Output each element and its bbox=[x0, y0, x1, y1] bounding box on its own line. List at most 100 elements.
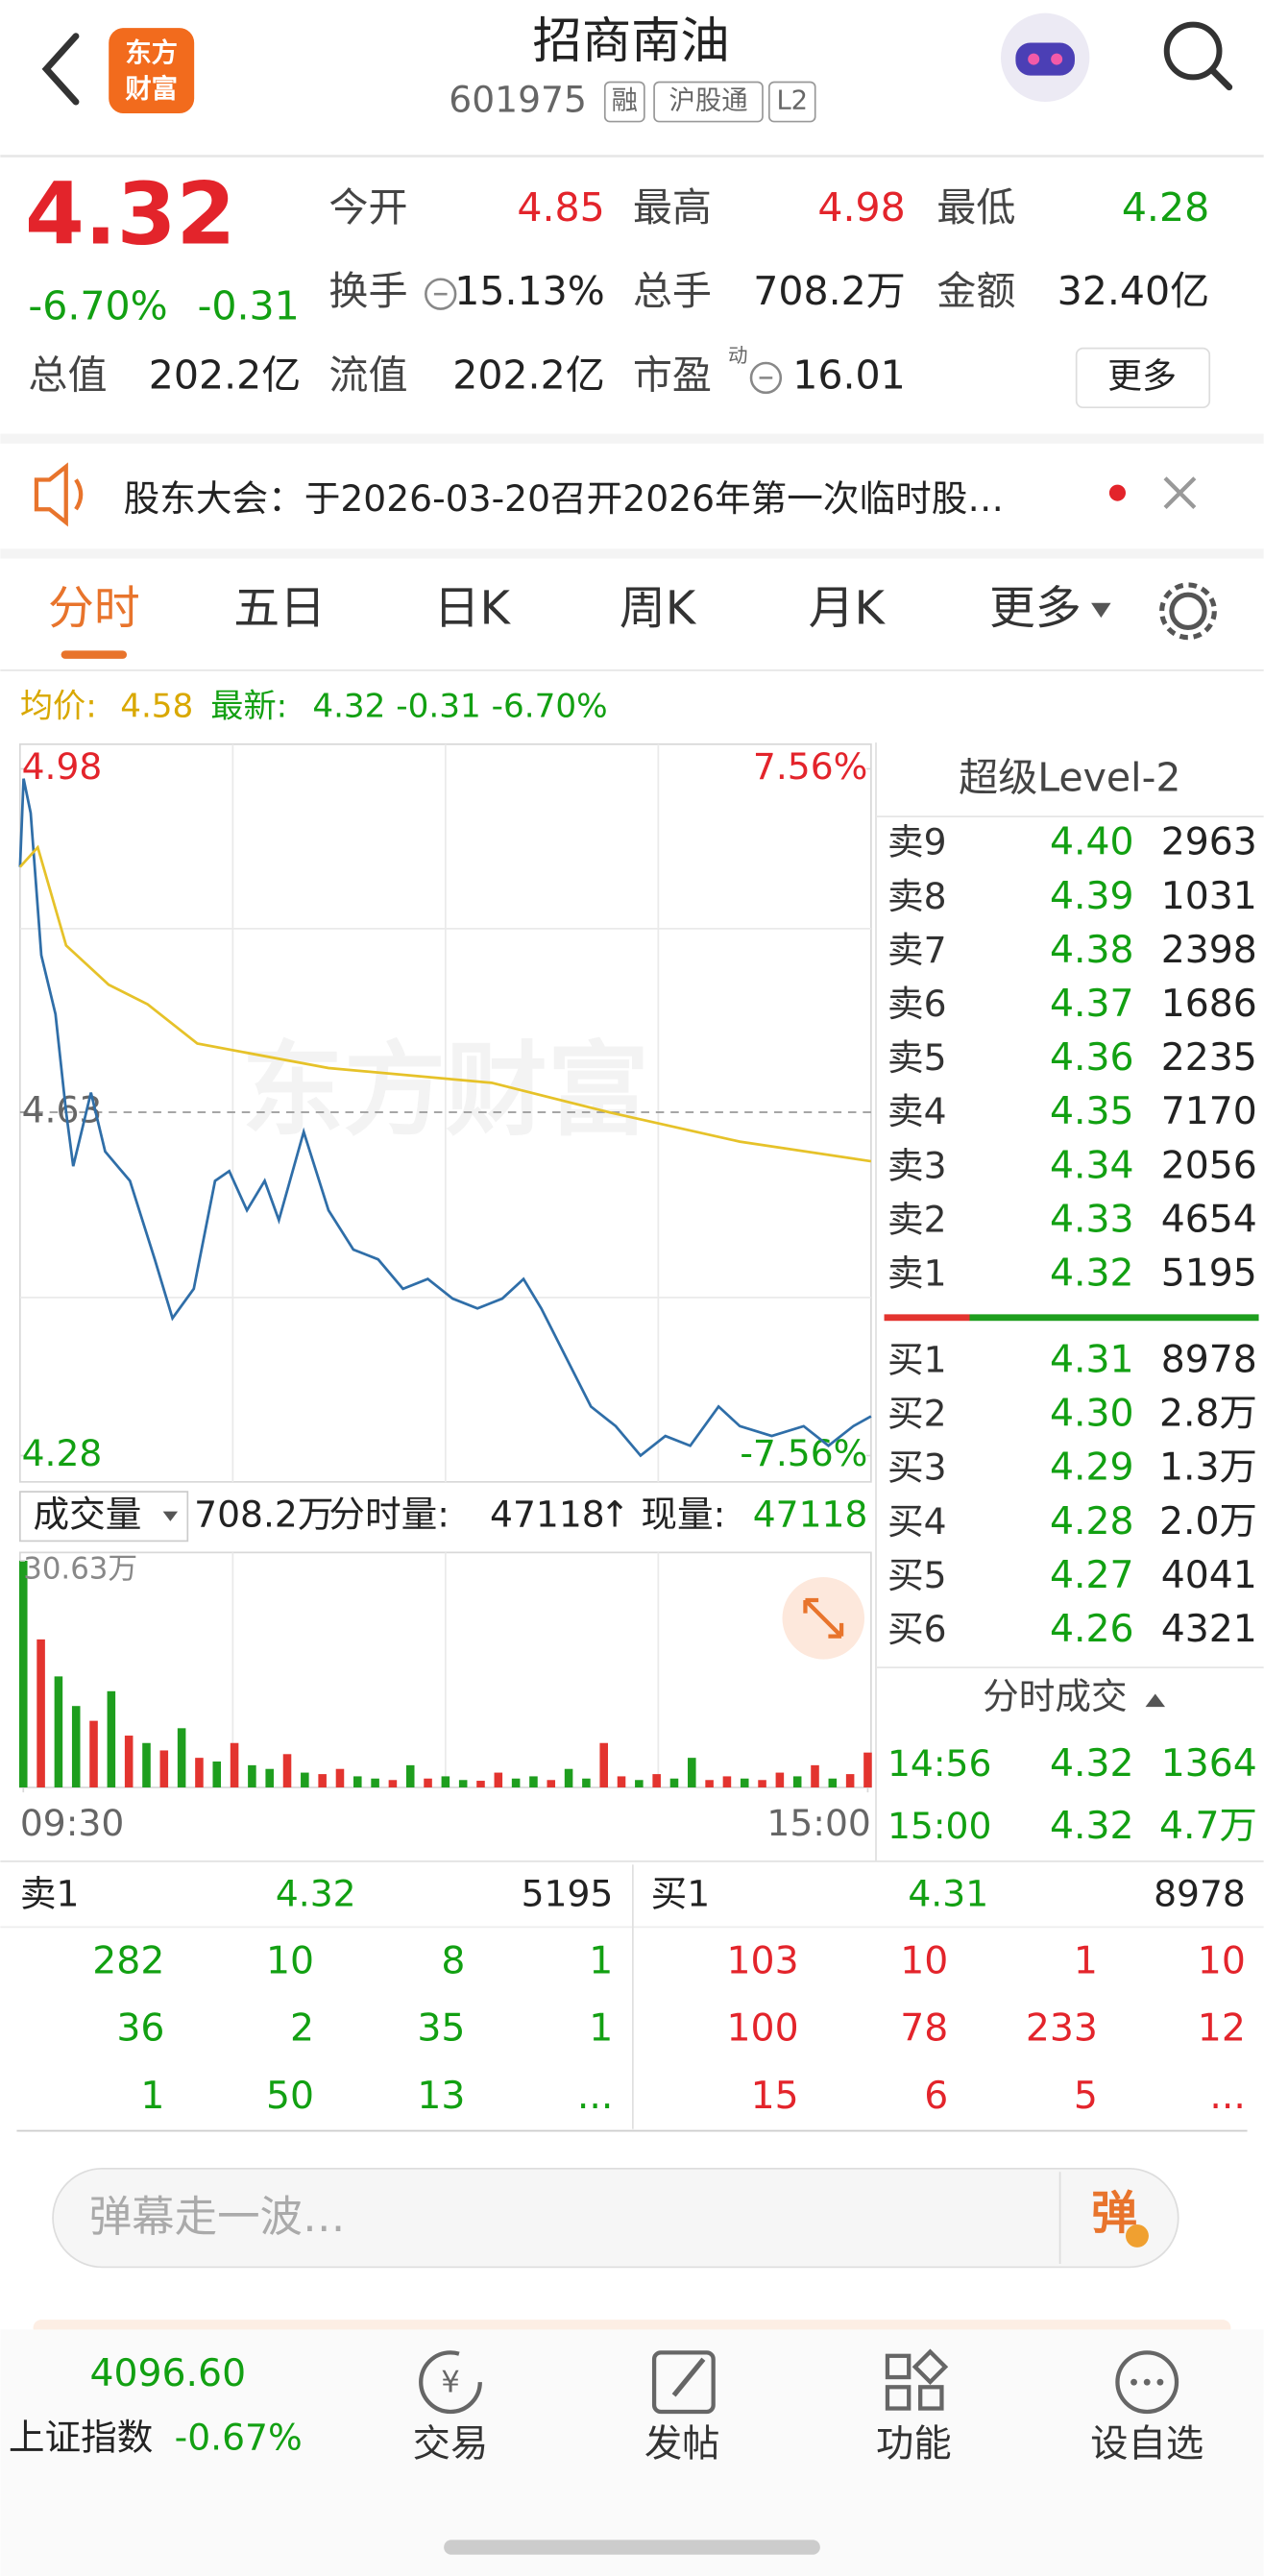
book-label: 卖2 bbox=[887, 1198, 947, 1240]
period-tab[interactable]: 月K bbox=[809, 582, 887, 635]
robot-visor bbox=[1015, 42, 1075, 76]
bottom-bar bbox=[0, 2329, 1264, 2576]
nav-item[interactable]: 发帖 bbox=[644, 2421, 720, 2466]
ask-queue-order: 2 bbox=[290, 2006, 314, 2051]
now-volume: 47118 bbox=[753, 1493, 868, 1535]
book-volume: 1031 bbox=[1161, 874, 1257, 918]
x-tick-label: 15:00 bbox=[766, 1802, 870, 1844]
x-tick-label: 09:30 bbox=[20, 1802, 124, 1844]
back-button[interactable] bbox=[41, 33, 80, 106]
ask-ratio bbox=[884, 1314, 970, 1322]
volume-bar bbox=[36, 1639, 45, 1787]
send-badge bbox=[1125, 2224, 1149, 2248]
trades-title[interactable]: 分时成交 bbox=[983, 1675, 1128, 1717]
ask-queue-order: 50 bbox=[266, 2074, 314, 2118]
volume-bar bbox=[792, 1776, 802, 1787]
volume-bar bbox=[582, 1778, 591, 1787]
tag-box bbox=[653, 81, 764, 123]
index-change[interactable]: -0.67% bbox=[175, 2417, 303, 2459]
volume-bar bbox=[669, 1778, 679, 1787]
field-value: 708.2万 bbox=[753, 268, 906, 314]
level2-title[interactable]: 超级Level-2 bbox=[959, 754, 1180, 800]
field-value: 4.98 bbox=[817, 184, 905, 231]
volume-bar bbox=[635, 1780, 644, 1787]
volume-selector[interactable] bbox=[18, 1491, 189, 1543]
volume-bar bbox=[564, 1768, 573, 1787]
nav-item[interactable]: 功能 bbox=[876, 2421, 952, 2466]
function-icon bbox=[885, 2385, 912, 2411]
volume-bar bbox=[248, 1764, 256, 1787]
field-value: 4.85 bbox=[517, 184, 604, 231]
danmaku-button[interactable]: 弹 bbox=[1091, 2187, 1137, 2240]
period-tab[interactable]: 日K bbox=[434, 582, 512, 635]
search-button[interactable] bbox=[1163, 21, 1223, 81]
y-tick-label: 30.63万 bbox=[23, 1552, 137, 1587]
volume-bar bbox=[71, 1706, 81, 1787]
bid-queue-order: 10 bbox=[900, 1938, 948, 1982]
nav-item[interactable]: 交易 bbox=[413, 2421, 489, 2466]
notice-text[interactable]: 股东大会：于2026-03-20召开2026年第一次临时股… bbox=[124, 477, 1004, 520]
volume-bar bbox=[89, 1720, 98, 1787]
speaker-icon bbox=[34, 462, 68, 527]
last-label: 最新: bbox=[210, 688, 287, 726]
volume-bar bbox=[195, 1758, 204, 1787]
volume-bar bbox=[688, 1758, 696, 1787]
home-indicator bbox=[444, 2540, 820, 2555]
book-volume: 1364 bbox=[1161, 1741, 1257, 1786]
volume-bar bbox=[301, 1772, 309, 1787]
info-icon bbox=[749, 361, 783, 395]
nav-item[interactable]: 设自选 bbox=[1090, 2421, 1203, 2466]
book-label: 卖6 bbox=[887, 983, 947, 1025]
field-value: 15.13% bbox=[454, 268, 605, 314]
book-volume: 2056 bbox=[1161, 1143, 1257, 1187]
volume-selector-label[interactable]: 成交量 bbox=[34, 1493, 142, 1535]
bid-queue-order: 78 bbox=[900, 2006, 948, 2051]
more-button[interactable] bbox=[1075, 347, 1211, 409]
period-tab[interactable]: 周K bbox=[620, 582, 697, 635]
volume-bar bbox=[705, 1780, 714, 1787]
period-tab[interactable]: 更多 bbox=[989, 582, 1082, 635]
dropdown-arrow bbox=[1091, 602, 1111, 619]
ask-queue-order: ... bbox=[577, 2074, 614, 2118]
depth-volume: 5195 bbox=[522, 1872, 614, 1914]
comment-placeholder[interactable]: 弹幕走一波… bbox=[89, 2193, 346, 2242]
y-tick-label: 4.98 bbox=[22, 745, 103, 788]
volume-bar bbox=[335, 1768, 345, 1787]
ask-queue-order: 36 bbox=[116, 2006, 164, 2051]
volume-bar bbox=[740, 1778, 749, 1787]
index-value[interactable]: 4096.60 bbox=[89, 2351, 246, 2395]
expand-icon bbox=[803, 1597, 844, 1639]
volume-bar bbox=[845, 1774, 855, 1787]
volume-bar bbox=[371, 1778, 379, 1787]
field-value: 4.28 bbox=[1122, 184, 1209, 231]
volume-bar bbox=[529, 1776, 538, 1787]
field-value: 202.2亿 bbox=[452, 352, 605, 398]
settings-button[interactable] bbox=[1169, 592, 1207, 630]
tag-box bbox=[767, 81, 816, 123]
change-percent: -6.70% bbox=[28, 283, 167, 329]
divider bbox=[0, 433, 1264, 444]
period-tab[interactable]: 分时 bbox=[48, 582, 140, 635]
function-icon bbox=[912, 2348, 949, 2386]
app-logo[interactable] bbox=[109, 28, 195, 114]
volume-total: 708.2万 bbox=[194, 1493, 333, 1535]
field-value: 32.40亿 bbox=[1057, 268, 1210, 314]
book-price: 4.39 bbox=[1050, 874, 1134, 918]
book-label: 买1 bbox=[887, 1338, 947, 1380]
comment-input[interactable] bbox=[52, 2167, 1179, 2269]
y2-tick-label: -7.56% bbox=[740, 1432, 867, 1474]
change-amount: -0.31 bbox=[198, 283, 300, 329]
depth-volume: 8978 bbox=[1154, 1872, 1246, 1914]
more-label[interactable]: 更多 bbox=[1107, 356, 1177, 396]
book-volume: 2.8万 bbox=[1159, 1392, 1257, 1436]
ask-queue-order: 10 bbox=[266, 1938, 314, 1982]
book-price: 4.33 bbox=[1050, 1197, 1134, 1241]
index-name[interactable]: 上证指数 bbox=[9, 2417, 154, 2459]
sort-arrow bbox=[1145, 1693, 1166, 1708]
volume-bar bbox=[722, 1776, 732, 1787]
logo-text: 财富 bbox=[125, 74, 178, 105]
field-label: 金额 bbox=[936, 268, 1015, 314]
close-notice[interactable] bbox=[1163, 476, 1197, 510]
period-tab[interactable]: 五日 bbox=[233, 582, 326, 635]
